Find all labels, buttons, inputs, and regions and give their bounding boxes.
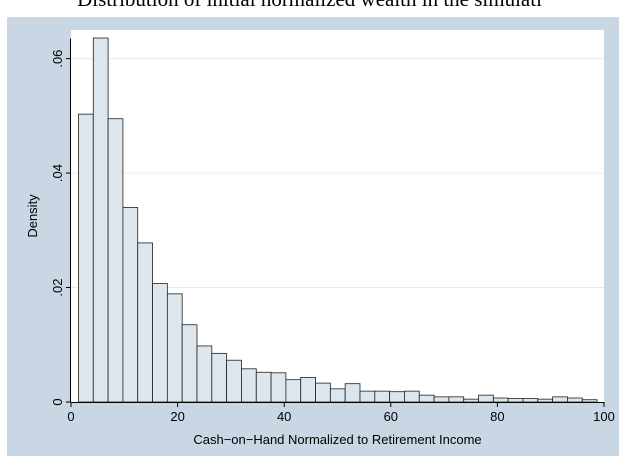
x-tick-label: 80 — [490, 409, 504, 424]
histogram-bar — [492, 397, 509, 403]
histogram-bar — [196, 345, 213, 403]
histogram-bars — [78, 37, 598, 403]
histogram-bar — [211, 352, 228, 403]
histogram-bar — [463, 398, 479, 403]
histogram-bar — [181, 324, 198, 403]
histogram-bar — [522, 398, 539, 403]
histogram-bar — [552, 396, 568, 403]
histogram-bar — [166, 293, 183, 403]
x-tick-label: 60 — [384, 409, 398, 424]
histogram-bar — [137, 242, 153, 403]
histogram-bar — [78, 113, 94, 403]
histogram-bar — [107, 118, 124, 403]
histogram-bar — [329, 388, 346, 403]
x-tick-label: 20 — [170, 409, 184, 424]
chart-title: Distribution of initial normalized wealt… — [0, 0, 619, 11]
y-tick-label: .06 — [50, 50, 65, 68]
histogram-bar — [92, 37, 109, 403]
histogram-bar — [255, 371, 272, 403]
histogram-bar — [122, 207, 139, 403]
histogram-bar — [581, 399, 598, 403]
histogram-bar — [152, 283, 168, 403]
histogram-bar — [389, 391, 405, 403]
histogram-bar — [226, 359, 242, 403]
histogram-bar — [448, 396, 465, 403]
histogram-bar — [285, 379, 302, 403]
histogram-bar — [241, 368, 257, 403]
histogram-bar — [418, 394, 435, 403]
y-tick-label: .04 — [50, 164, 65, 182]
histogram-bar — [270, 372, 287, 403]
histogram-bar — [567, 397, 583, 403]
x-tick-label: 0 — [67, 409, 74, 424]
x-tick-label: 100 — [593, 409, 615, 424]
x-axis-label: Cash−on−Hand Normalized to Retirement In… — [193, 432, 481, 447]
histogram-bar — [537, 398, 554, 403]
histogram-bar — [300, 376, 316, 403]
histogram-bar — [374, 390, 391, 403]
histogram-bar — [404, 390, 420, 403]
y-axis-label: Density — [25, 194, 40, 238]
histogram-bar — [315, 382, 331, 403]
histogram-bar — [433, 396, 450, 403]
histogram-bar — [359, 390, 376, 403]
y-tick-label: 0 — [50, 398, 65, 405]
x-tick-label: 40 — [277, 409, 291, 424]
x-axis: 0 20 40 60 80 100 — [67, 402, 615, 424]
histogram-bar — [478, 394, 494, 403]
histogram-bar — [344, 383, 361, 403]
y-axis: 0 .02 .04 .06 — [50, 38, 71, 406]
y-tick-label: .02 — [50, 278, 65, 296]
histogram-bar — [507, 398, 524, 403]
